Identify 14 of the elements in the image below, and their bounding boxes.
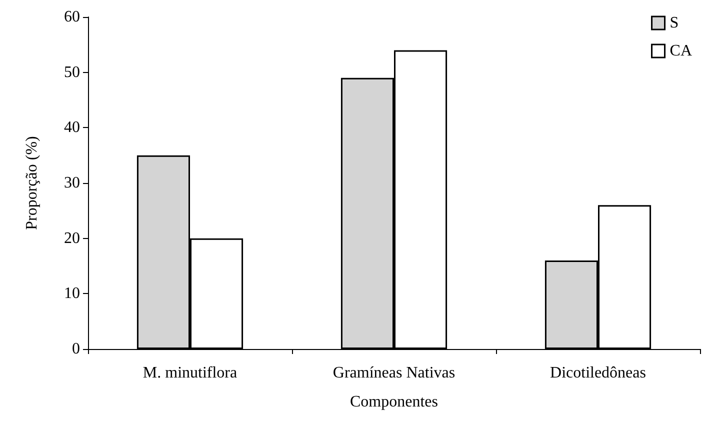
x-tick-label: Gramíneas Nativas	[332, 364, 456, 382]
y-axis-title: Proporção (%)	[24, 136, 40, 230]
y-tick-label: 0	[72, 340, 80, 358]
x-tick-label: M. minutiflora	[142, 364, 238, 382]
x-axis-title: Componentes	[350, 394, 438, 410]
y-tick-label: 30	[64, 174, 80, 192]
y-tick-label: 10	[64, 285, 80, 302]
y-tick-label: 60	[64, 8, 80, 26]
y-tick-label: 40	[64, 119, 80, 136]
legend-label: S	[670, 14, 679, 32]
legend-label: CA	[670, 42, 692, 60]
y-tick-label: 20	[64, 230, 80, 247]
y-tick-label: 50	[64, 64, 80, 81]
x-tick-label: Dicotiledôneas	[550, 364, 646, 382]
